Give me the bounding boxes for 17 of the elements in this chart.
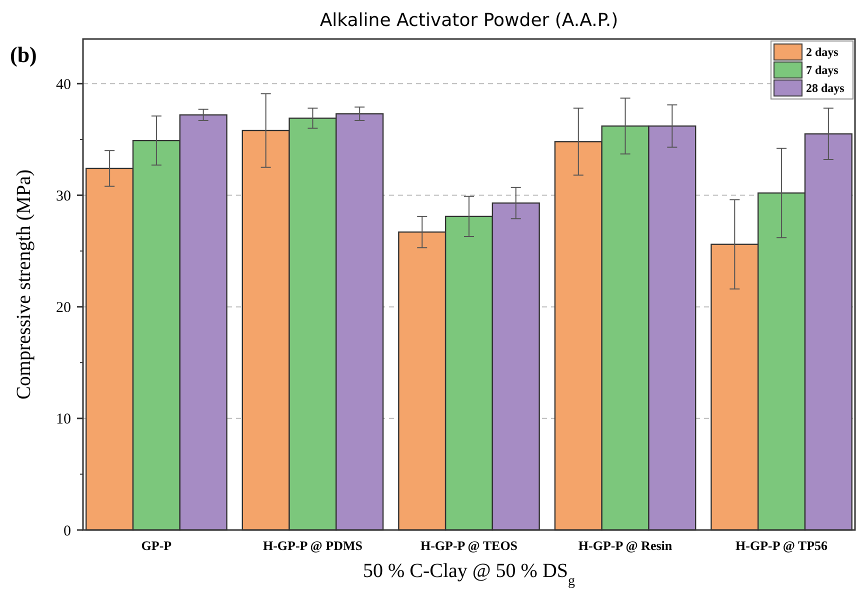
y-tick-label: 20	[56, 300, 71, 316]
legend-label: 28 days	[806, 81, 845, 96]
legend-label: 7 days	[806, 63, 839, 78]
y-tick-label: 0	[64, 523, 71, 540]
chart-title: Alkaline Activator Powder (A.A.P.)	[320, 10, 618, 31]
x-tick-label: H-GP-P @ Resin	[578, 538, 673, 553]
x-tick-label: GP-P	[141, 538, 172, 553]
y-axis-title: Compressive strength (MPa)	[13, 170, 35, 400]
y-tick-label: 10	[56, 412, 71, 428]
legend-label: 2 days	[806, 45, 839, 60]
text: (b)	[10, 42, 37, 67]
x-tick-label: H-GP-P @ TEOS	[420, 538, 518, 553]
y-tick-label: 30	[56, 188, 71, 204]
y-tick-label: 40	[56, 76, 71, 93]
x-tick-label: H-GP-P @ PDMS	[262, 538, 362, 553]
x-axis-title: 50 % C-Clay @ 50 % DS$_{g}$	[362, 560, 576, 588]
x-tick-label: H-GP-P @ TP56	[736, 538, 828, 553]
